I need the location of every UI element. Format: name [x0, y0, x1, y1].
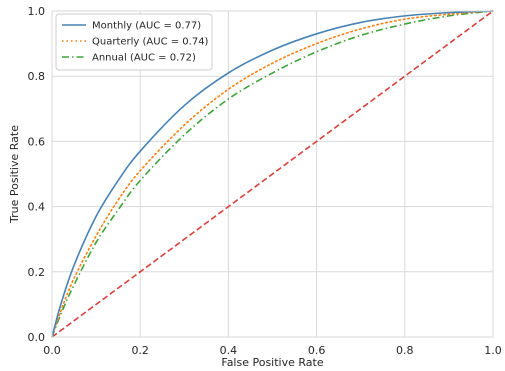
- chance-diagonal-line: [51, 10, 494, 338]
- axes: [51, 10, 494, 338]
- series-lines: [51, 10, 494, 338]
- tick-labels: 0.0 0.2 0.4 0.6 0.8 1.0 0.0 0.2 0.4 0.6 0.8 1.0: [28, 5, 502, 357]
- x-tick-label: 0.6: [308, 344, 326, 357]
- legend-entry-label: Quarterly (AUC = 0.74): [92, 37, 209, 48]
- series-line-annual: [51, 10, 494, 338]
- y-axis-label: True Positive Rate: [8, 125, 21, 224]
- y-tick-label: 0.4: [28, 201, 46, 214]
- y-tick-label: 0.6: [28, 135, 46, 148]
- y-tick-label: 0.8: [28, 70, 46, 83]
- y-tick-label: 0.0: [28, 331, 46, 344]
- legend-entry-label: Annual (AUC = 0.72): [92, 53, 196, 64]
- x-tick-label: 0.8: [396, 344, 414, 357]
- legend: Monthly (AUC = 0.77) Quarterly (AUC = 0.7…: [55, 13, 213, 71]
- series-line-monthly: [51, 10, 494, 338]
- x-axis-label: False Positive Rate: [221, 356, 323, 369]
- y-tick-label: 1.0: [28, 5, 46, 18]
- legend-entry-label: Monthly (AUC = 0.77): [92, 21, 201, 32]
- plot-frame: [51, 10, 494, 338]
- x-tick-label: 0.4: [220, 344, 238, 357]
- series-line-quarterly: [51, 10, 494, 338]
- x-tick-label: 0.2: [131, 344, 149, 357]
- y-tick-label: 0.2: [28, 266, 46, 279]
- legend-box: [55, 13, 213, 71]
- x-tick-label: 1.0: [484, 344, 502, 357]
- x-tick-label: 0.0: [43, 344, 61, 357]
